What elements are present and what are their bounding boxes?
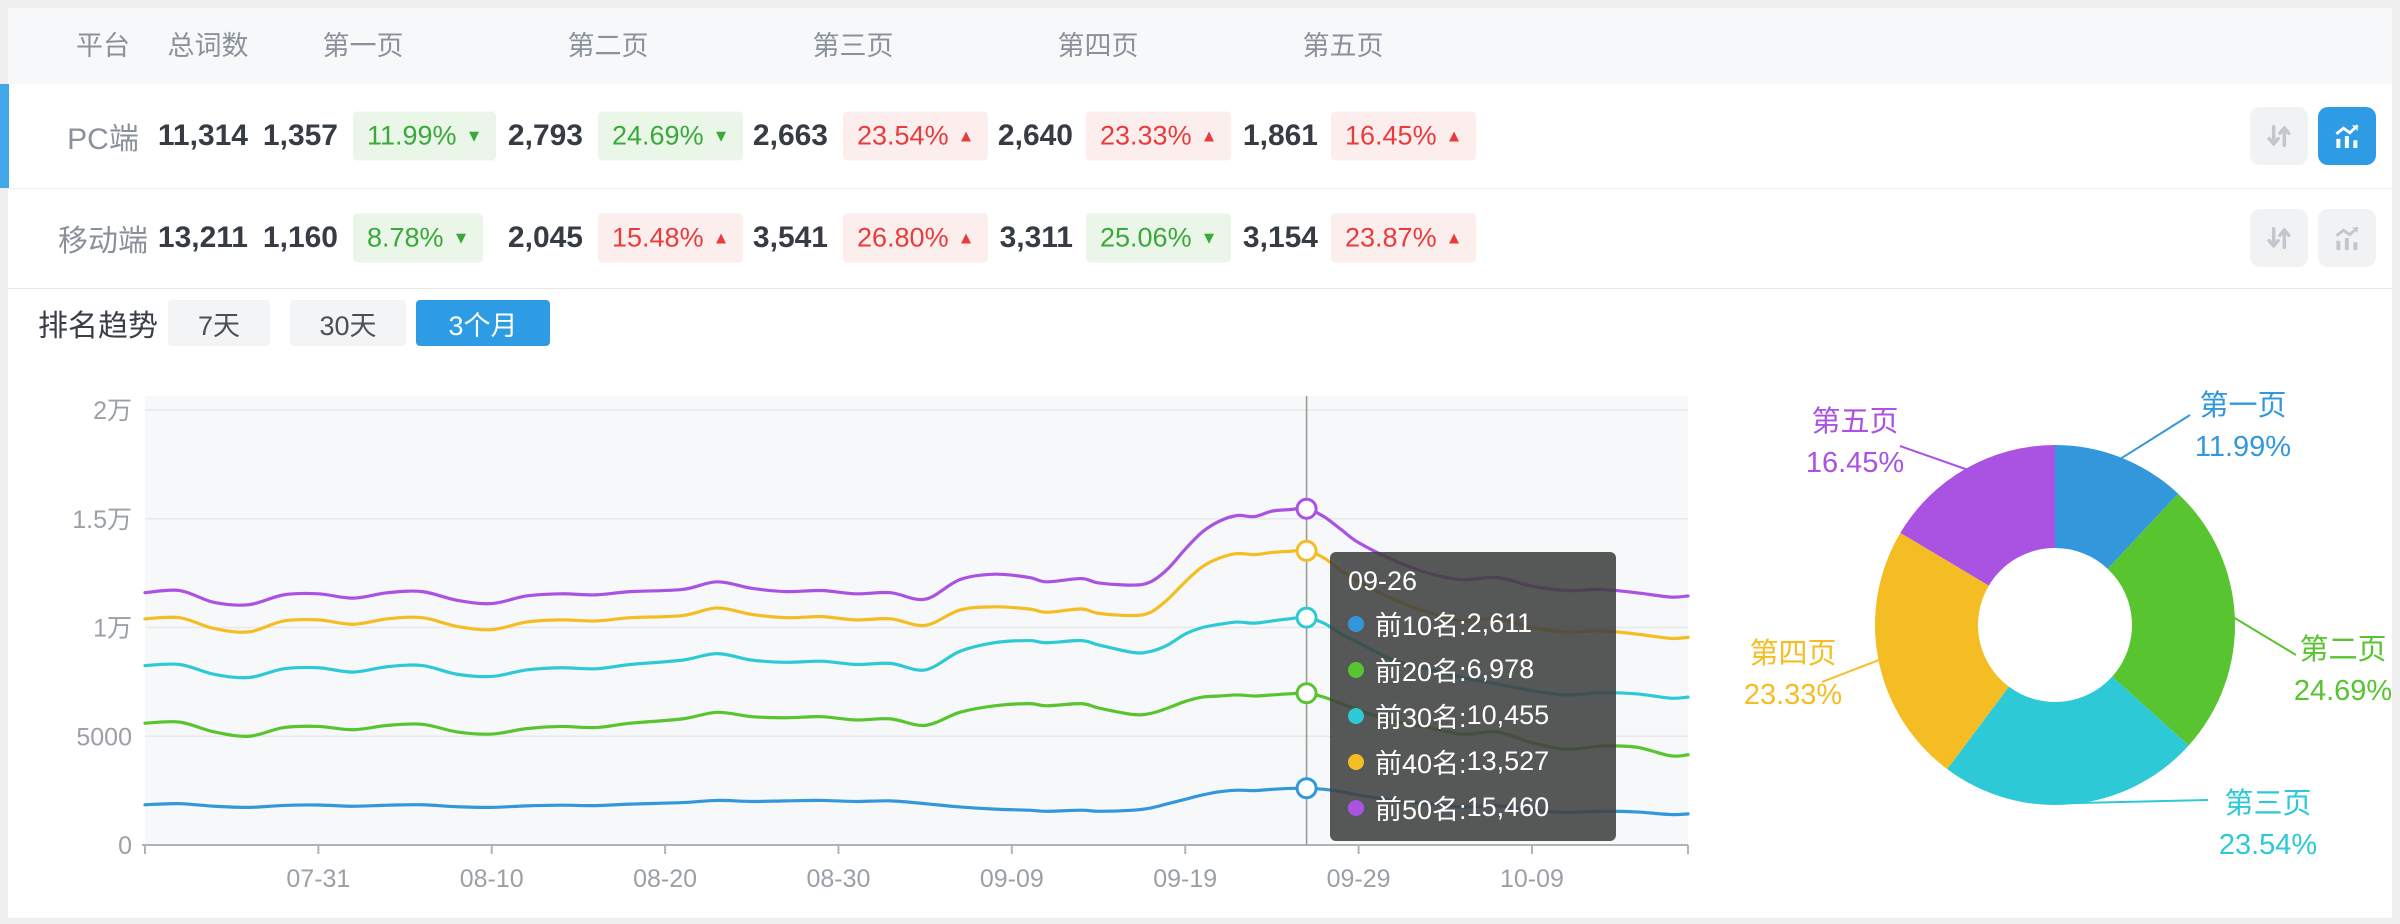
table-row-pc[interactable]: PC端 11,314 1,357 11.99% ▼ 2,793 24.69% ▼ 2… (8, 84, 2392, 189)
page2-count: 2,793 (507, 119, 583, 152)
col-header-page5: 第五页 (1302, 31, 1384, 61)
trend-arrow-icon: ▲ (712, 228, 730, 248)
col-header-page1: 第一页 (322, 31, 404, 61)
tab-3-months[interactable]: 3个月 (416, 300, 550, 346)
tab-30-days[interactable]: 30天 (290, 300, 406, 346)
series-dot-icon (1348, 615, 1364, 632)
trend-arrow-icon: ▲ (1200, 126, 1218, 146)
sort-arrows-button[interactable] (2250, 107, 2308, 165)
total-words-value: 13,211 (157, 221, 248, 254)
svg-text:08-30: 08-30 (807, 865, 871, 893)
page2-change-badge: 15.48% ▲ (598, 213, 744, 263)
chart-tooltip: 09-26 前10名2,611 前20名6,978 前30名10,455 前40… (1330, 552, 1616, 841)
trend-arrow-icon: ▼ (712, 126, 730, 146)
series-dot-icon (1348, 753, 1364, 770)
svg-text:10-09: 10-09 (1500, 865, 1564, 893)
donut-label-page1: 第一页 11.99% (2194, 390, 2292, 463)
svg-text:08-10: 08-10 (460, 865, 524, 893)
page4-count: 3,311 (999, 221, 1073, 254)
tooltip-date: 09-26 (1348, 566, 1418, 596)
page4-change-badge: 25.06% ▼ (1086, 213, 1232, 263)
sort-arrows-icon (2267, 226, 2291, 250)
series-dot-icon (1348, 799, 1364, 816)
series-dot-icon (1348, 661, 1364, 678)
col-header-total-words: 总词数 (167, 31, 249, 61)
trend-chart-icon (2335, 226, 2359, 251)
page4-change-badge: 23.33% ▲ (1086, 111, 1232, 161)
col-header-page3: 第三页 (812, 31, 894, 61)
page5-change-badge: 23.87% ▲ (1331, 213, 1477, 263)
sort-arrows-button[interactable] (2250, 209, 2308, 267)
page3-count: 3,541 (752, 221, 828, 254)
trend-arrow-icon: ▲ (1445, 126, 1463, 146)
tooltip-row: 前50名15,460 (1348, 788, 1598, 827)
page5-change-badge: 16.45% ▲ (1331, 111, 1477, 161)
donut-label-page2: 第二页 24.69% (2293, 634, 2393, 707)
donut-label-page4: 第四页 23.33% (1743, 638, 1843, 711)
svg-text:1.5万: 1.5万 (72, 506, 132, 534)
tab-7-days[interactable]: 7天 (168, 300, 270, 346)
trend-chart-button[interactable] (2318, 107, 2376, 165)
page3-count: 2,663 (752, 119, 828, 152)
donut-label-page3: 第三页 23.54% (2218, 788, 2318, 861)
trend-arrow-icon: ▲ (957, 126, 975, 146)
page5-count: 1,861 (1242, 119, 1318, 152)
platform-label: PC端 (67, 123, 139, 156)
tooltip-row: 前20名6,978 (1348, 650, 1598, 689)
svg-text:09-29: 09-29 (1327, 865, 1391, 893)
page2-count: 2,045 (507, 221, 583, 254)
page1-count: 1,160 (262, 221, 338, 254)
col-header-page4: 第四页 (1057, 31, 1139, 61)
page1-count: 1,357 (262, 119, 338, 152)
series-dot-icon (1348, 707, 1364, 724)
trend-section-bar: 排名趋势 7天 30天 3个月 (8, 298, 2392, 348)
svg-text:08-20: 08-20 (633, 865, 697, 893)
tooltip-row: 前10名2,611 (1348, 604, 1598, 643)
table-header-row: 平台 总词数 第一页 第二页 第三页 第四页 第五页 (8, 8, 2392, 84)
trend-arrow-icon: ▲ (957, 228, 975, 248)
tooltip-row: 前40名13,527 (1348, 742, 1598, 781)
table-row-mobile[interactable]: 移动端 13,211 1,160 8.78% ▼ 2,045 15.48% ▲ 3,… (8, 188, 2392, 289)
page2-change-badge: 24.69% ▼ (598, 111, 744, 161)
page5-count: 3,154 (1242, 221, 1318, 254)
svg-text:0: 0 (118, 832, 132, 860)
page3-change-badge: 26.80% ▲ (843, 213, 989, 263)
svg-text:07-31: 07-31 (286, 865, 350, 893)
col-header-platform: 平台 (76, 31, 130, 61)
donut-label-page5: 第五页 16.45% (1805, 406, 1905, 479)
tooltip-row: 前30名10,455 (1348, 696, 1598, 735)
svg-text:1万: 1万 (93, 615, 132, 643)
trend-chart-button[interactable] (2318, 209, 2376, 267)
page1-change-badge: 8.78% ▼ (353, 213, 484, 263)
svg-text:09-19: 09-19 (1153, 865, 1217, 893)
svg-text:5000: 5000 (76, 723, 132, 751)
page3-change-badge: 23.54% ▲ (843, 111, 989, 161)
trend-arrow-icon: ▼ (452, 228, 470, 248)
trend-arrow-icon: ▼ (1200, 228, 1218, 248)
trend-section-title: 排名趋势 (38, 310, 158, 343)
page1-change-badge: 11.99% ▼ (353, 111, 497, 161)
total-words-value: 11,314 (157, 119, 248, 152)
page4-count: 2,640 (997, 119, 1073, 152)
sort-arrows-icon (2267, 124, 2291, 148)
svg-text:2万: 2万 (93, 397, 132, 425)
trend-chart-icon (2335, 124, 2359, 149)
platform-label: 移动端 (58, 225, 148, 258)
trend-arrow-icon: ▼ (465, 126, 483, 146)
selected-row-accent (0, 84, 9, 188)
svg-text:09-09: 09-09 (980, 865, 1044, 893)
trend-arrow-icon: ▲ (1445, 228, 1463, 248)
col-header-page2: 第二页 (567, 31, 649, 61)
